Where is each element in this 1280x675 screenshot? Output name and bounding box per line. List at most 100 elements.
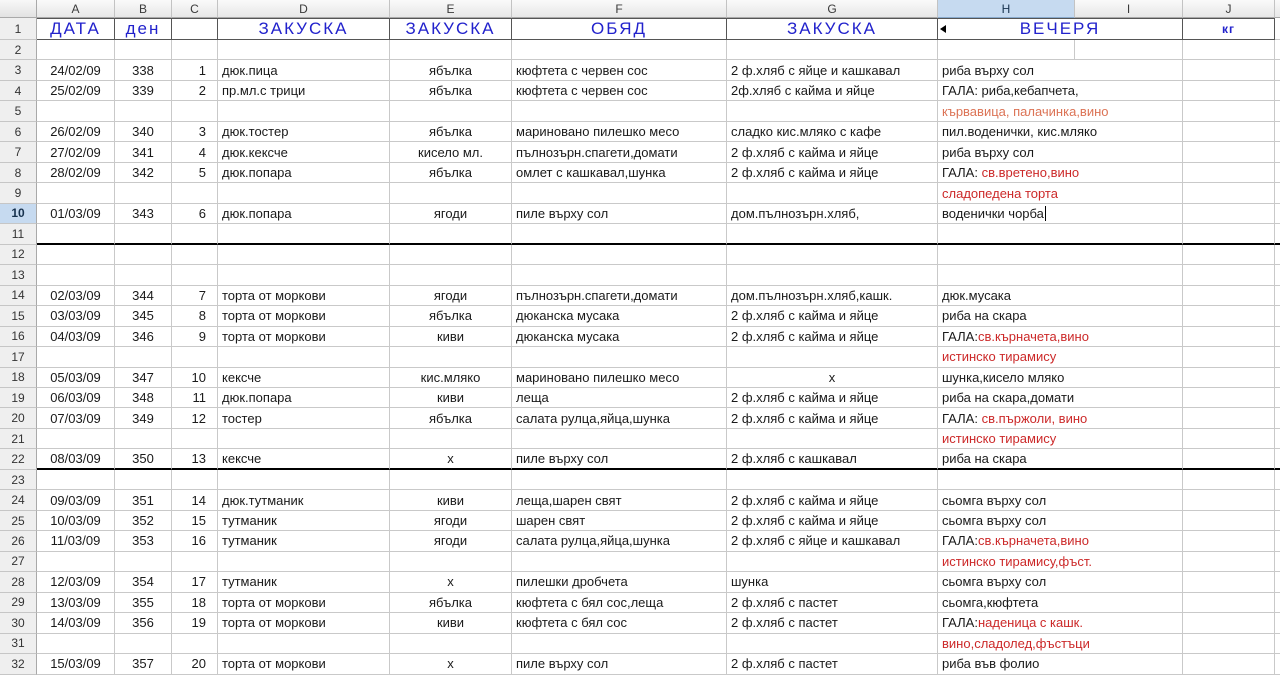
- cell-E10[interactable]: ягоди: [390, 203, 512, 225]
- cell-D4[interactable]: пр.мл.с трици: [218, 80, 390, 102]
- cell-G9[interactable]: [727, 183, 938, 204]
- cell-H27[interactable]: истинско тирамису,фъст.: [938, 551, 1183, 573]
- cell-H17[interactable]: истинско тирамису: [938, 347, 1183, 368]
- cell-A27[interactable]: [37, 551, 115, 573]
- cell-D15[interactable]: торта от моркови: [218, 306, 390, 327]
- cell-C32[interactable]: 20: [172, 654, 218, 675]
- cell-C25[interactable]: 15: [172, 510, 218, 532]
- cell-J32[interactable]: [1183, 654, 1275, 675]
- row-header-2[interactable]: 2: [0, 40, 37, 61]
- cell-C18[interactable]: 10: [172, 367, 218, 388]
- row-header-18[interactable]: 18: [0, 367, 37, 388]
- cell-C22[interactable]: 13: [172, 449, 218, 470]
- cell-A17[interactable]: [37, 347, 115, 368]
- cell-B32[interactable]: 357: [115, 654, 172, 675]
- cell-G31[interactable]: [727, 633, 938, 655]
- cell-E16[interactable]: киви: [390, 326, 512, 348]
- cell-H18[interactable]: шунка,кисело мляко: [938, 367, 1183, 388]
- cell-F4[interactable]: кюфтета с червен сос: [512, 80, 727, 102]
- cell-E9[interactable]: [390, 183, 512, 204]
- cell-F2[interactable]: [512, 40, 727, 61]
- cell-E30[interactable]: киви: [390, 613, 512, 634]
- cell-H3[interactable]: риба върху сол: [938, 60, 1183, 81]
- cell-D14[interactable]: торта от моркови: [218, 285, 390, 307]
- cell-E15[interactable]: ябълка: [390, 306, 512, 327]
- cell-H22[interactable]: риба на скара: [938, 449, 1183, 470]
- column-header-G[interactable]: G: [727, 0, 938, 18]
- cell-H13[interactable]: [938, 265, 1183, 286]
- row-header-14[interactable]: 14: [0, 285, 37, 307]
- cell-C14[interactable]: 7: [172, 285, 218, 307]
- cell-H1-merged[interactable]: ВЕЧЕРЯ: [938, 18, 1183, 40]
- cell-J3[interactable]: [1183, 60, 1275, 81]
- row-header-24[interactable]: 24: [0, 490, 37, 511]
- cell-A13[interactable]: [37, 265, 115, 286]
- row-header-3[interactable]: 3: [0, 60, 37, 81]
- row-header-7[interactable]: 7: [0, 142, 37, 163]
- cell-A7[interactable]: 27/02/09: [37, 142, 115, 163]
- cell-G8[interactable]: 2 ф.хляб с кайма и яйце: [727, 162, 938, 184]
- cell-A25[interactable]: 10/03/09: [37, 510, 115, 532]
- cell-D10[interactable]: дюк.попара: [218, 203, 390, 225]
- cell-E24[interactable]: киви: [390, 490, 512, 511]
- cell-E11[interactable]: [390, 224, 512, 245]
- cell-G5[interactable]: [727, 101, 938, 122]
- cell-H6[interactable]: пил.воденички, кис.мляко: [938, 121, 1183, 143]
- select-all-corner[interactable]: [0, 0, 37, 18]
- column-header-E[interactable]: E: [390, 0, 512, 18]
- row-header-19[interactable]: 19: [0, 387, 37, 409]
- cell-E18[interactable]: кис.мляко: [390, 367, 512, 388]
- cell-D5[interactable]: [218, 101, 390, 122]
- cell-H5[interactable]: кървавица, палачинка,вино: [938, 101, 1183, 122]
- cell-A22[interactable]: 08/03/09: [37, 449, 115, 470]
- row-header-31[interactable]: 31: [0, 633, 37, 655]
- cell-F19[interactable]: леща: [512, 387, 727, 409]
- cell-H7[interactable]: риба върху сол: [938, 142, 1183, 163]
- cell-C21[interactable]: [172, 428, 218, 450]
- cell-D30[interactable]: торта от моркови: [218, 613, 390, 634]
- cell-G32[interactable]: 2 ф.хляб с пастет: [727, 654, 938, 675]
- cell-H26[interactable]: ГАЛА: св.кърначета,вино: [938, 531, 1183, 552]
- cell-F31[interactable]: [512, 633, 727, 655]
- cell-D1[interactable]: ЗАКУСКА: [218, 18, 390, 40]
- cell-H8[interactable]: ГАЛА: св.вретено,вино: [938, 162, 1183, 184]
- cell-C16[interactable]: 9: [172, 326, 218, 348]
- cell-G16[interactable]: 2 ф.хляб с кайма и яйце: [727, 326, 938, 348]
- cell-B1[interactable]: ден: [115, 18, 172, 40]
- row-header-27[interactable]: 27: [0, 551, 37, 573]
- cell-D8[interactable]: дюк.попара: [218, 162, 390, 184]
- cell-F32[interactable]: пиле върху сол: [512, 654, 727, 675]
- cell-H15[interactable]: риба на скара: [938, 306, 1183, 327]
- cell-D27[interactable]: [218, 551, 390, 573]
- row-header-28[interactable]: 28: [0, 572, 37, 593]
- cell-C7[interactable]: 4: [172, 142, 218, 163]
- cell-F10[interactable]: пиле върху сол: [512, 203, 727, 225]
- cell-E1[interactable]: ЗАКУСКА: [390, 18, 512, 40]
- cell-H21[interactable]: истинско тирамису: [938, 428, 1183, 450]
- cell-A20[interactable]: 07/03/09: [37, 408, 115, 429]
- cell-E8[interactable]: ябълка: [390, 162, 512, 184]
- row-header-10[interactable]: 10: [0, 203, 37, 225]
- cell-B26[interactable]: 353: [115, 531, 172, 552]
- row-header-20[interactable]: 20: [0, 408, 37, 429]
- cell-H25[interactable]: сьомга върху сол: [938, 510, 1183, 532]
- cell-A19[interactable]: 06/03/09: [37, 387, 115, 409]
- cell-F6[interactable]: мариновано пилешко месо: [512, 121, 727, 143]
- cell-A14[interactable]: 02/03/09: [37, 285, 115, 307]
- row-header-22[interactable]: 22: [0, 449, 37, 470]
- cell-G11[interactable]: [727, 224, 938, 245]
- cell-D20[interactable]: тостер: [218, 408, 390, 429]
- cell-H19[interactable]: риба на скара,домати: [938, 387, 1183, 409]
- cell-C1[interactable]: [172, 18, 218, 40]
- row-header-23[interactable]: 23: [0, 469, 37, 491]
- cell-H23[interactable]: [938, 469, 1183, 491]
- cell-J10[interactable]: [1183, 203, 1275, 225]
- cell-J22[interactable]: [1183, 449, 1275, 470]
- row-header-15[interactable]: 15: [0, 306, 37, 327]
- cell-C2[interactable]: [172, 40, 218, 61]
- cell-H30[interactable]: ГАЛА: наденица с кашк.: [938, 613, 1183, 634]
- cell-C9[interactable]: [172, 183, 218, 204]
- cell-J17[interactable]: [1183, 347, 1275, 368]
- column-header-J[interactable]: J: [1183, 0, 1275, 18]
- cell-H12[interactable]: [938, 244, 1183, 266]
